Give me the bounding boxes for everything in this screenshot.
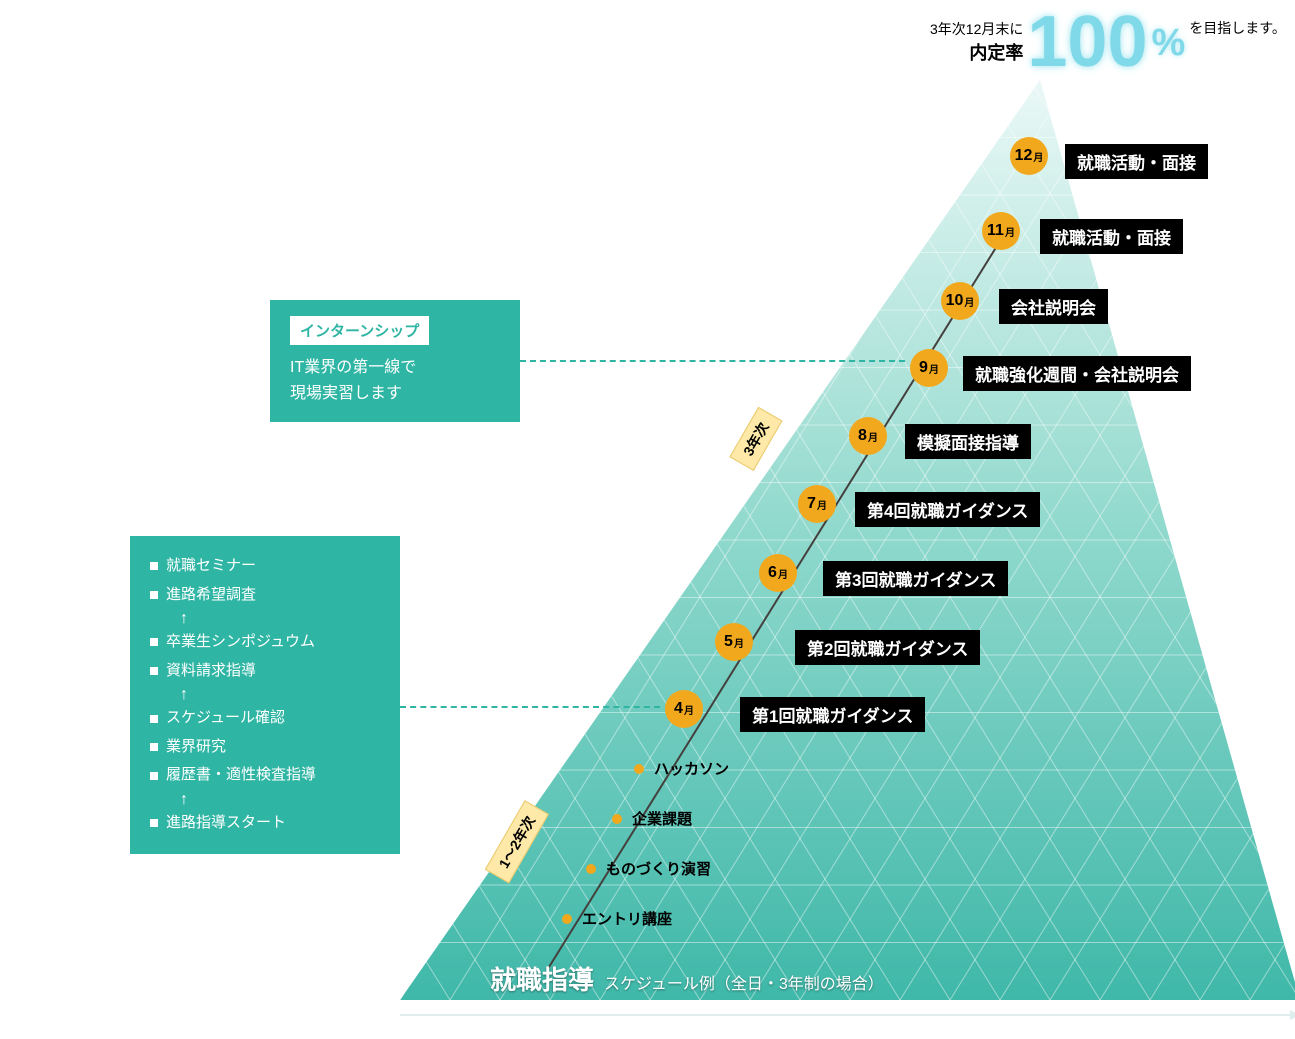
month-number: 7 xyxy=(807,495,816,513)
guidance-list-item: スケジュール確認 xyxy=(150,704,380,733)
month-badge-6: 6月 xyxy=(759,554,797,592)
month-badge-12: 12月 xyxy=(1010,137,1048,175)
bottom-title: 就職指導 スケジュール例（全日・3年制の場合） xyxy=(490,960,884,997)
guidance-list-item: 就職セミナー xyxy=(150,552,380,581)
guidance-list-item: 業界研究 xyxy=(150,733,380,762)
month-badge-7: 7月 xyxy=(798,485,836,523)
guidance-list-item: 資料請求指導 xyxy=(150,657,380,686)
dashed-connector-1 xyxy=(520,360,905,362)
guidance-list-item: 進路指導スタート xyxy=(150,809,380,838)
activity-label: 第1回就職ガイダンス xyxy=(740,697,925,732)
internship-box: インターンシップ IT業界の第一線で 現場実習します xyxy=(270,300,520,422)
month-number: 11 xyxy=(987,222,1004,240)
activity-label: 第4回就職ガイダンス xyxy=(855,492,1040,527)
month-number: 5 xyxy=(724,633,733,651)
goal-header: 3年次12月末に 内定率 100 % を目指します。 xyxy=(930,10,1286,75)
month-badge-9: 9月 xyxy=(910,349,948,387)
month-unit: 月 xyxy=(1005,224,1015,239)
month-unit: 月 xyxy=(778,566,788,581)
guidance-list-item: 進路希望調査 xyxy=(150,581,380,610)
month-badge-10: 10月 xyxy=(941,282,979,320)
lower-activity: エントリ講座 xyxy=(562,908,672,929)
month-unit: 月 xyxy=(868,429,878,444)
bottom-title-main: 就職指導 xyxy=(490,960,594,997)
month-badge-4: 4月 xyxy=(665,690,703,728)
guidance-list-item: 履歴書・適性検査指導 xyxy=(150,761,380,790)
activity-label: 会社説明会 xyxy=(999,289,1108,324)
lower-activity: ものづくり演習 xyxy=(586,858,711,879)
month-badge-5: 5月 xyxy=(715,623,753,661)
goal-percent: % xyxy=(1152,22,1186,75)
month-number: 8 xyxy=(858,427,867,445)
lower-activity: ハッカソン xyxy=(634,758,729,779)
month-unit: 月 xyxy=(684,702,694,717)
bottom-arrow xyxy=(400,1005,1295,1025)
month-number: 4 xyxy=(674,700,683,718)
month-number: 10 xyxy=(946,292,964,310)
activity-label: 就職活動・面接 xyxy=(1065,144,1208,179)
goal-post: を目指します。 xyxy=(1185,10,1286,38)
month-unit: 月 xyxy=(734,635,744,650)
month-unit: 月 xyxy=(817,497,827,512)
month-number: 9 xyxy=(919,359,928,377)
activity-label: 模擬面接指導 xyxy=(905,424,1031,459)
goal-pre: 3年次12月末に 内定率 xyxy=(930,19,1023,65)
guidance-list-item: 卒業生シンポジュウム xyxy=(150,628,380,657)
month-badge-8: 8月 xyxy=(849,417,887,455)
month-badge-11: 11月 xyxy=(982,212,1020,250)
dashed-connector-2 xyxy=(400,706,660,708)
list-arrow-up-icon: ↑ xyxy=(150,685,380,704)
list-arrow-up-icon: ↑ xyxy=(150,609,380,628)
month-number: 6 xyxy=(768,564,777,582)
internship-chip: インターンシップ xyxy=(290,316,429,345)
activity-label: 第2回就職ガイダンス xyxy=(795,630,980,665)
month-unit: 月 xyxy=(964,294,974,309)
goal-big-number: 100 xyxy=(1023,10,1151,75)
diagram-canvas: 3年次12月末に 内定率 100 % を目指します。 3年次1〜2年次 12月就… xyxy=(0,0,1295,1039)
goal-pre-line2: 内定率 xyxy=(930,39,1023,65)
month-number: 12 xyxy=(1015,147,1033,165)
activity-label: 就職強化週間・会社説明会 xyxy=(963,356,1191,391)
list-arrow-up-icon: ↑ xyxy=(150,790,380,809)
goal-pre-line1: 3年次12月末に xyxy=(930,19,1023,39)
internship-line1: IT業界の第一線で xyxy=(290,355,500,381)
lower-activity: 企業課題 xyxy=(612,808,692,829)
guidance-list-box: 就職セミナー進路希望調査↑卒業生シンポジュウム資料請求指導↑スケジュール確認業界… xyxy=(130,536,400,854)
activity-label: 就職活動・面接 xyxy=(1040,219,1183,254)
bottom-title-sub: スケジュール例（全日・3年制の場合） xyxy=(604,970,884,994)
month-unit: 月 xyxy=(929,361,939,376)
internship-line2: 現場実習します xyxy=(290,381,500,407)
month-unit: 月 xyxy=(1033,149,1043,164)
activity-label: 第3回就職ガイダンス xyxy=(823,561,1008,596)
